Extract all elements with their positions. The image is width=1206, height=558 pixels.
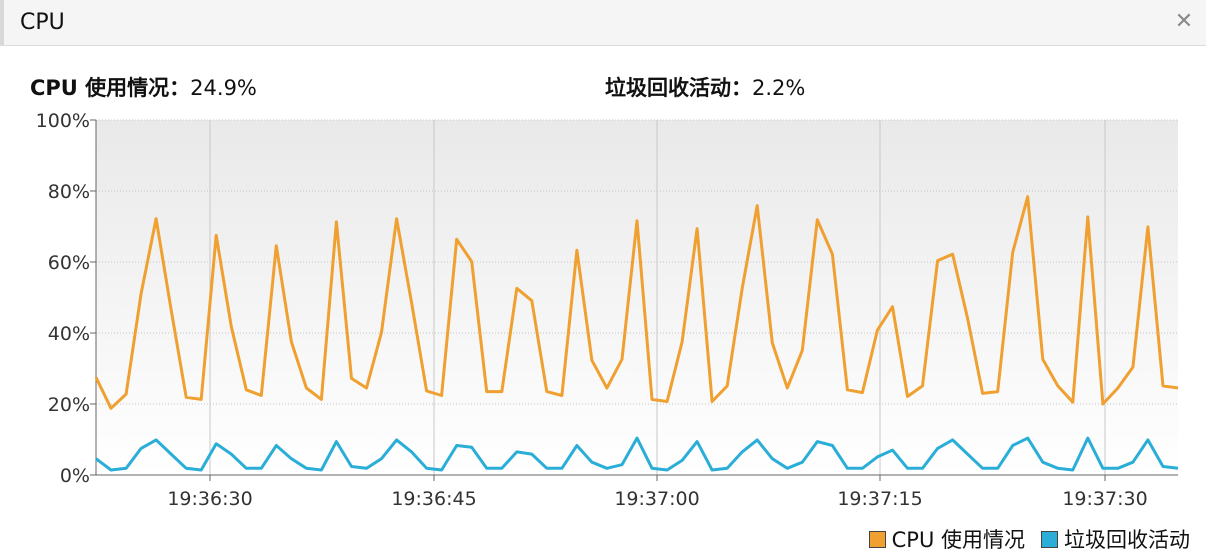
cpu-usage-stat: CPU 使用情况：24.9% [30, 72, 257, 102]
x-tick-label: 19:37:30 [1062, 488, 1147, 510]
panel-title: CPU [20, 10, 65, 35]
legend-swatch-gc [1041, 530, 1058, 548]
cpu-usage-value: 24.9% [190, 76, 257, 100]
y-tick-label: 20% [48, 394, 90, 416]
gc-activity-label: 垃圾回收活动 [605, 76, 731, 100]
y-tick-label: 0% [60, 465, 90, 487]
close-icon[interactable]: ✕ [1174, 9, 1194, 34]
chart-legend: CPU 使用情况 垃圾回收活动 [853, 524, 1190, 554]
close-button[interactable]: ✕ [1172, 10, 1196, 34]
cpu-chart: 0% 20% 40% 60% 80% 100% 19:36:30 19:36:45 19:37:… [36, 110, 1179, 510]
legend-item-gc: 垃圾回收活动 [1041, 524, 1190, 554]
legend-label-gc: 垃圾回收活动 [1064, 528, 1190, 552]
legend-item-cpu: CPU 使用情况 [868, 524, 1025, 554]
y-tick-label: 80% [48, 181, 90, 203]
y-tick-label: 60% [48, 252, 90, 274]
plot-area [96, 120, 1178, 475]
cpu-usage-separator: ： [169, 76, 191, 100]
legend-swatch-cpu [868, 530, 886, 548]
gc-activity-separator: ： [731, 76, 752, 100]
legend-label-cpu: CPU 使用情况 [891, 528, 1025, 552]
y-tick-label: 40% [48, 323, 90, 345]
cpu-usage-line [94, 195, 1179, 410]
x-tick-label: 19:37:00 [614, 488, 699, 510]
panel-header-edge [0, 0, 4, 45]
x-tick-label: 19:37:15 [837, 488, 922, 510]
gc-activity-line [95, 436, 1179, 472]
x-tick-label: 19:36:45 [391, 488, 476, 510]
gc-activity-stat: 垃圾回收活动：2.2% [605, 72, 805, 102]
y-tick-label: 100% [36, 110, 90, 132]
cpu-usage-label: CPU 使用情况 [30, 76, 170, 100]
gc-activity-value: 2.2% [752, 76, 806, 100]
x-tick-label: 19:36:30 [167, 488, 252, 510]
panel-header: CPU ✕ [0, 0, 1206, 46]
